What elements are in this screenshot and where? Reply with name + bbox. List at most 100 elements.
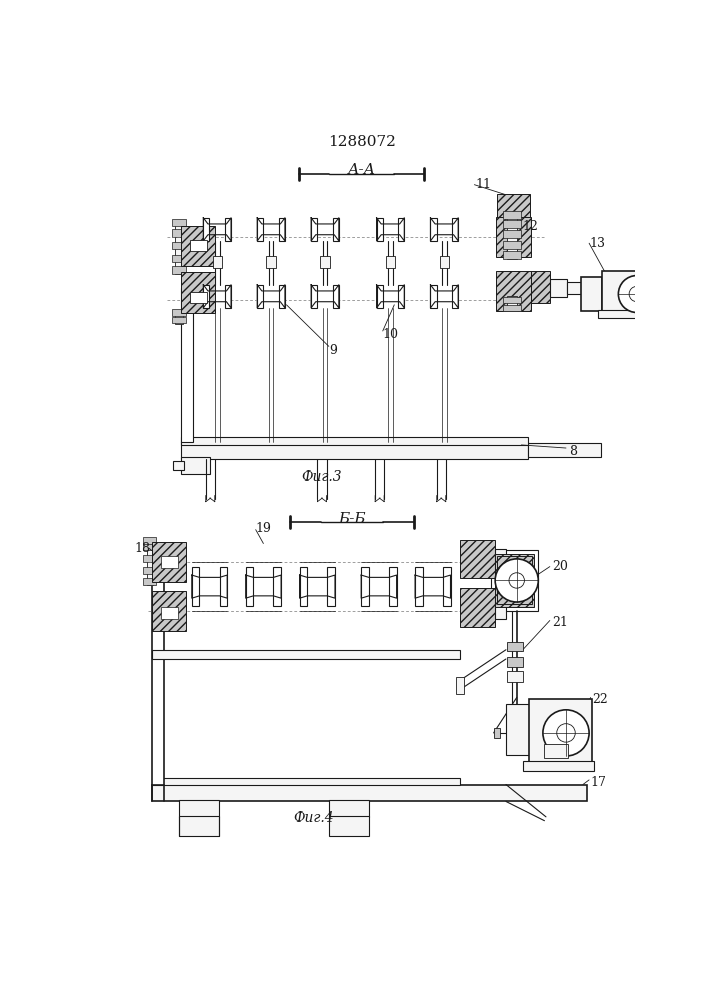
- Bar: [219, 567, 227, 606]
- Bar: [503, 251, 521, 259]
- Bar: [503, 241, 521, 249]
- Bar: [161, 556, 178, 568]
- Bar: [152, 650, 460, 659]
- Bar: [329, 800, 369, 817]
- Bar: [495, 554, 534, 607]
- Bar: [311, 218, 317, 241]
- Bar: [181, 226, 215, 266]
- Bar: [172, 219, 186, 226]
- Bar: [179, 800, 218, 817]
- Bar: [508, 642, 523, 651]
- Polygon shape: [204, 218, 231, 241]
- Polygon shape: [377, 218, 404, 241]
- Bar: [493, 728, 500, 738]
- Bar: [279, 285, 285, 308]
- Bar: [152, 591, 186, 631]
- Bar: [267, 256, 276, 268]
- Bar: [329, 816, 369, 836]
- Bar: [507, 296, 518, 311]
- Bar: [172, 255, 186, 262]
- Text: 22: 22: [592, 693, 608, 706]
- Bar: [398, 218, 404, 241]
- Bar: [181, 457, 210, 474]
- Bar: [503, 211, 521, 219]
- Text: А-А: А-А: [348, 163, 376, 177]
- Bar: [320, 256, 329, 268]
- Bar: [415, 567, 423, 606]
- Circle shape: [557, 724, 575, 742]
- Bar: [503, 220, 521, 228]
- Bar: [452, 218, 458, 241]
- Bar: [190, 292, 207, 303]
- Polygon shape: [431, 285, 458, 308]
- Bar: [181, 288, 193, 442]
- Bar: [496, 217, 532, 257]
- Bar: [144, 537, 156, 544]
- Text: 11: 11: [476, 178, 492, 191]
- Bar: [172, 266, 186, 274]
- Bar: [257, 218, 264, 241]
- Bar: [152, 569, 164, 785]
- Bar: [544, 744, 568, 758]
- Polygon shape: [246, 575, 281, 598]
- Text: 13: 13: [589, 237, 605, 250]
- Bar: [496, 271, 532, 311]
- Bar: [246, 567, 253, 606]
- Text: 21: 21: [552, 616, 568, 629]
- Bar: [503, 297, 521, 303]
- Polygon shape: [257, 285, 285, 308]
- Bar: [152, 785, 587, 801]
- Bar: [179, 816, 218, 836]
- Bar: [225, 285, 231, 308]
- Bar: [460, 588, 495, 627]
- Bar: [431, 218, 437, 241]
- Text: 17: 17: [590, 776, 607, 789]
- Bar: [274, 567, 281, 606]
- Bar: [529, 699, 592, 767]
- Bar: [192, 567, 199, 606]
- Polygon shape: [361, 575, 397, 598]
- Bar: [172, 309, 186, 316]
- Polygon shape: [431, 218, 458, 241]
- Circle shape: [509, 573, 525, 588]
- Bar: [144, 555, 156, 562]
- Bar: [144, 543, 156, 550]
- Bar: [398, 285, 404, 308]
- Text: 20: 20: [552, 560, 568, 573]
- Bar: [491, 550, 538, 611]
- Bar: [361, 567, 369, 606]
- Bar: [497, 556, 532, 604]
- Bar: [440, 256, 449, 268]
- Bar: [279, 218, 285, 241]
- Bar: [204, 285, 209, 308]
- Bar: [144, 578, 156, 585]
- Bar: [152, 778, 460, 785]
- Bar: [460, 540, 495, 578]
- Circle shape: [629, 286, 645, 302]
- Bar: [257, 285, 264, 308]
- Bar: [172, 242, 186, 249]
- Bar: [333, 218, 339, 241]
- Bar: [161, 607, 178, 619]
- Bar: [431, 285, 437, 308]
- Bar: [175, 222, 182, 274]
- Text: 19: 19: [256, 522, 271, 535]
- Text: 18: 18: [134, 542, 150, 555]
- Bar: [567, 282, 580, 294]
- Bar: [147, 540, 153, 585]
- Text: Б-Б: Б-Б: [338, 512, 366, 526]
- Bar: [152, 542, 186, 582]
- Text: Фиг.3: Фиг.3: [301, 470, 341, 484]
- Bar: [175, 310, 182, 324]
- Bar: [508, 671, 523, 682]
- Bar: [333, 285, 339, 308]
- Text: 12: 12: [523, 220, 539, 233]
- Text: 10: 10: [382, 328, 399, 341]
- Polygon shape: [415, 575, 450, 598]
- Bar: [181, 272, 215, 312]
- Polygon shape: [300, 575, 335, 598]
- Polygon shape: [257, 218, 285, 241]
- Bar: [172, 317, 186, 323]
- Bar: [172, 229, 186, 237]
- Bar: [580, 277, 602, 311]
